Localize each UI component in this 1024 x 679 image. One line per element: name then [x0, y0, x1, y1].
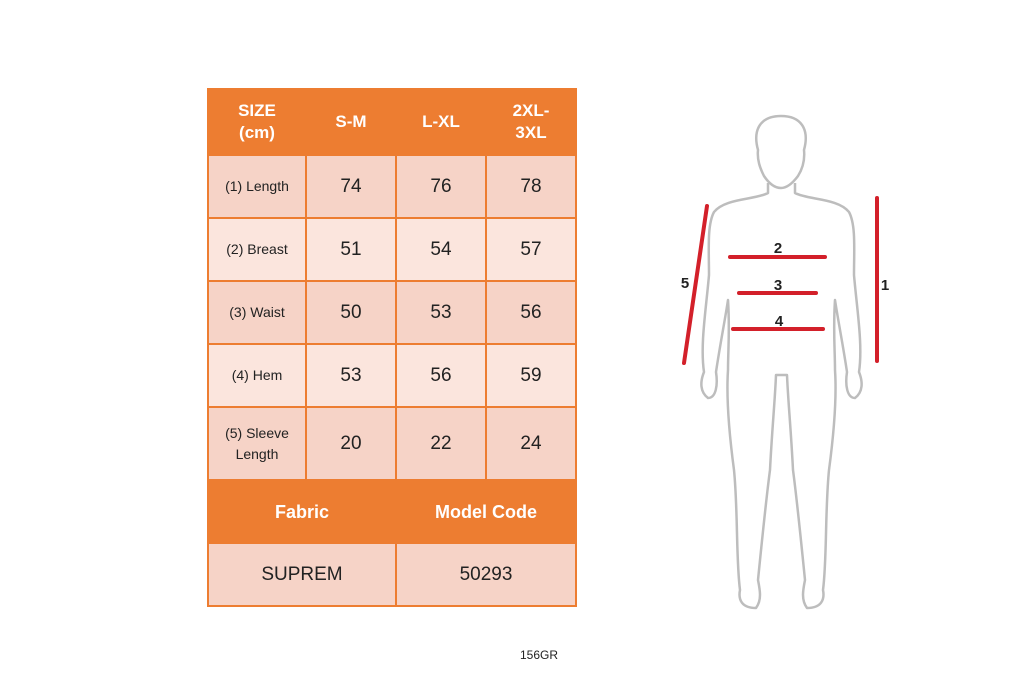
header-s-m: S-M: [305, 88, 397, 156]
header-2xl-3xl: 2XL- 3XL: [485, 88, 577, 156]
cell-value: 20: [305, 406, 397, 481]
row-label: (3) Waist: [207, 280, 307, 345]
measurement-lines: [682, 196, 879, 365]
cell-value: 22: [395, 406, 487, 481]
cell-value: 24: [485, 406, 577, 481]
cell-value: 50: [305, 280, 397, 345]
cell-value: 54: [395, 217, 487, 282]
sleeve-line: [682, 204, 709, 365]
cell-value: 56: [395, 343, 487, 408]
cell-value: 53: [305, 343, 397, 408]
cell-value: 56: [485, 280, 577, 345]
row-label: (1) Length: [207, 154, 307, 219]
row-label: (4) Hem: [207, 343, 307, 408]
row-label-text: (5) Sleeve Length: [225, 424, 289, 462]
table-row: (2) Breast 51 54 57: [207, 217, 577, 282]
label-4: 4: [775, 313, 784, 330]
cell-value: 76: [395, 154, 487, 219]
header-l-xl: L-XL: [395, 88, 487, 156]
cell-value: 78: [485, 154, 577, 219]
table-row: (4) Hem 53 56 59: [207, 343, 577, 408]
label-2: 2: [774, 240, 782, 257]
head-outline: [755, 114, 807, 190]
table-header-row: SIZE (cm) S-M L-XL 2XL- 3XL: [207, 88, 577, 156]
cell-value: 51: [305, 217, 397, 282]
fabric-value: SUPREM: [207, 542, 397, 607]
body-outline: [700, 114, 863, 610]
label-5: 5: [681, 275, 689, 292]
header-text: 2XL- 3XL: [512, 101, 550, 142]
fabric-header-row: Fabric Model Code: [207, 479, 577, 544]
weight-note: 156GR: [520, 648, 559, 662]
header-text: SIZE (cm): [238, 101, 276, 142]
model-code-label: Model Code: [395, 479, 577, 544]
fabric-value-row: SUPREM 50293: [207, 542, 577, 607]
table-row: (3) Waist 50 53 56: [207, 280, 577, 345]
label-1: 1: [881, 277, 889, 294]
cell-value: 53: [395, 280, 487, 345]
row-label: (2) Breast: [207, 217, 307, 282]
model-code-value: 50293: [395, 542, 577, 607]
table-row: (1) Length 74 76 78: [207, 154, 577, 219]
header-size: SIZE (cm): [207, 88, 307, 156]
body-outline-path: [700, 183, 863, 610]
size-table: SIZE (cm) S-M L-XL 2XL- 3XL (1) Length 7…: [207, 88, 577, 607]
label-3: 3: [774, 277, 782, 294]
cell-value: 59: [485, 343, 577, 408]
cell-value: 57: [485, 217, 577, 282]
row-label: (5) Sleeve Length: [207, 406, 307, 481]
table-row: (5) Sleeve Length 20 22 24: [207, 406, 577, 481]
cell-value: 74: [305, 154, 397, 219]
fabric-label: Fabric: [207, 479, 397, 544]
